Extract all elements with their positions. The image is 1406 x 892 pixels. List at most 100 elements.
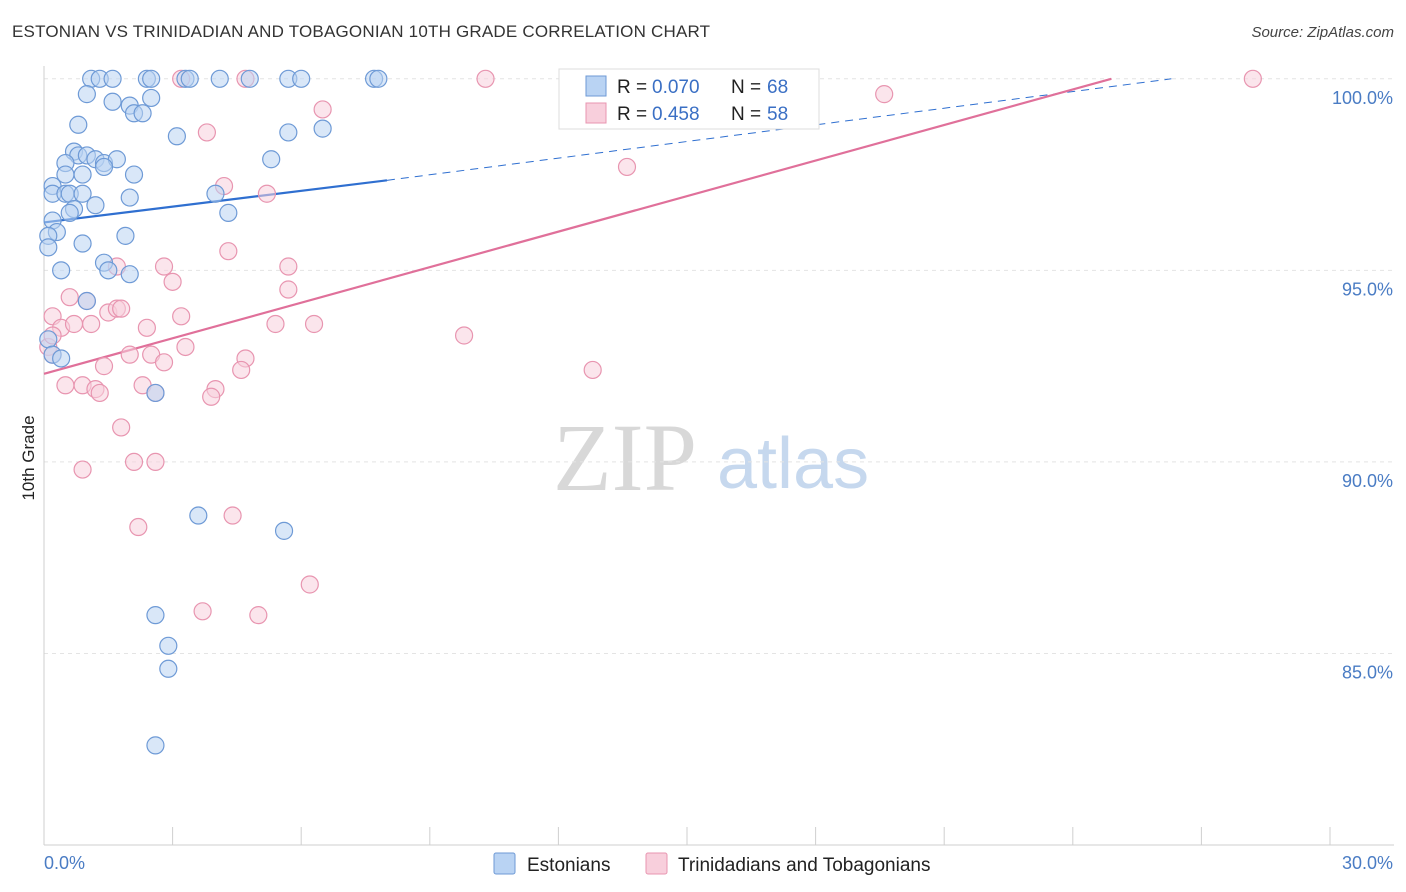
source-label: Source: ZipAtlas.com	[1251, 24, 1394, 41]
x-tick-label-max: 30.0%	[1342, 853, 1393, 873]
estonian-point	[146, 606, 165, 625]
estonian-point	[219, 203, 238, 222]
legend-swatch-trinidadians	[585, 102, 607, 124]
bottom-legend-swatch-estonians	[493, 852, 516, 875]
estonian-point	[180, 69, 199, 88]
legend-n-value-2: 58	[767, 104, 788, 125]
trinidadian-point	[219, 242, 238, 261]
estonian-point	[262, 150, 281, 169]
trinidadian-point	[223, 506, 242, 525]
legend-r-label-1: R =	[617, 77, 647, 98]
estonian-point	[39, 238, 58, 257]
estonian-point	[124, 165, 144, 184]
trinidadian-point	[304, 314, 324, 334]
estonian-point	[60, 203, 79, 222]
estonian-point	[39, 330, 58, 349]
estonian-point	[52, 349, 71, 368]
trinidadian-point	[112, 418, 131, 437]
trinidadian-point	[202, 387, 221, 406]
trinidadian-point	[583, 360, 602, 380]
legend-n-label-1: N =	[731, 77, 761, 98]
trinidadian-point	[279, 257, 298, 276]
estonian-point	[206, 184, 225, 203]
estonian-point	[73, 165, 92, 184]
trinidadian-point	[476, 69, 495, 88]
legend-r-value-2: 0.458	[652, 104, 700, 125]
estonian-point	[167, 127, 186, 146]
trinidadian-point	[154, 353, 174, 372]
trinidadian-point	[124, 452, 144, 471]
trinidadian-point	[875, 85, 894, 104]
trinidadian-point	[300, 575, 319, 594]
estonian-point	[159, 659, 178, 678]
trinidadian-point	[232, 360, 251, 380]
y-axis-title: 10th Grade	[19, 415, 38, 500]
trinidadian-point	[129, 517, 148, 537]
trinidadian-point	[146, 452, 165, 471]
trinidadian-point	[137, 318, 156, 337]
estonian-point	[313, 119, 332, 138]
legend-r-label-2: R =	[617, 104, 647, 125]
trinidadian-point	[454, 326, 474, 345]
estonian-point	[274, 521, 294, 540]
trinidadian-point	[82, 314, 101, 334]
legend-r-value-1: 0.070	[652, 77, 700, 98]
trinidadian-point	[73, 460, 92, 479]
legend-n-label-2: N =	[731, 104, 761, 125]
trinidadian-point	[279, 280, 298, 299]
estonian-point	[120, 188, 139, 207]
estonian-point	[142, 88, 161, 108]
series-legend: Estonians Trinidadians and Tobagonians	[493, 852, 930, 876]
trinidadian-point	[197, 123, 216, 142]
estonian-point	[77, 291, 96, 311]
watermark-atlas: atlas	[717, 424, 869, 504]
trinidadian-point	[266, 314, 285, 334]
trinidadian-point	[176, 337, 195, 357]
watermark-zip: ZIP	[553, 404, 697, 511]
estonian-point	[210, 69, 229, 88]
estonian-point	[369, 69, 388, 88]
estonian-point	[99, 261, 118, 280]
trinidadian-point	[64, 314, 84, 334]
trinidadian-trend-line	[43, 77, 1112, 375]
trinidadian-point	[249, 606, 268, 625]
estonian-point	[73, 234, 92, 253]
y-tick-label: 100.0%	[1332, 88, 1393, 108]
estonian-point	[52, 261, 71, 280]
trinidadian-point	[120, 345, 139, 364]
trinidadian-point	[94, 357, 114, 376]
estonian-point	[292, 69, 311, 88]
estonian-point	[86, 196, 105, 215]
trinidadian-point	[112, 299, 131, 318]
trinidadian-point	[154, 257, 174, 276]
trinidadian-point	[617, 157, 637, 177]
estonian-trend-extension	[386, 78, 1172, 181]
estonian-point	[73, 184, 92, 203]
estonian-point	[146, 736, 165, 755]
trinidadian-point	[313, 100, 332, 119]
estonian-point	[94, 157, 114, 177]
y-tick-label: 95.0%	[1342, 279, 1393, 299]
bottom-legend-label-trinidadians: Trinidadians and Tobagonians	[678, 855, 930, 876]
trinidadian-point	[172, 307, 191, 326]
estonian-point	[103, 69, 122, 88]
trinidadian-point	[193, 602, 212, 621]
y-tick-label: 90.0%	[1342, 471, 1393, 491]
x-tick-label-min: 0.0%	[44, 853, 85, 873]
legend-n-value-1: 68	[767, 77, 788, 98]
trinidadian-point	[163, 272, 182, 291]
estonian-point	[159, 636, 178, 655]
estonian-point	[77, 85, 96, 104]
estonian-point	[142, 69, 161, 88]
estonian-point	[240, 69, 259, 88]
trinidadian-point	[1243, 69, 1262, 88]
chart-title: ESTONIAN VS TRINIDADIAN AND TOBAGONIAN 1…	[12, 22, 711, 41]
estonian-point	[133, 104, 152, 123]
bottom-legend-label-estonians: Estonians	[527, 855, 610, 876]
legend-swatch-estonians	[585, 75, 607, 97]
estonian-point	[116, 226, 135, 245]
trinidadian-point	[60, 288, 79, 307]
estonian-point	[279, 123, 298, 142]
trinidadian-point	[90, 383, 109, 403]
